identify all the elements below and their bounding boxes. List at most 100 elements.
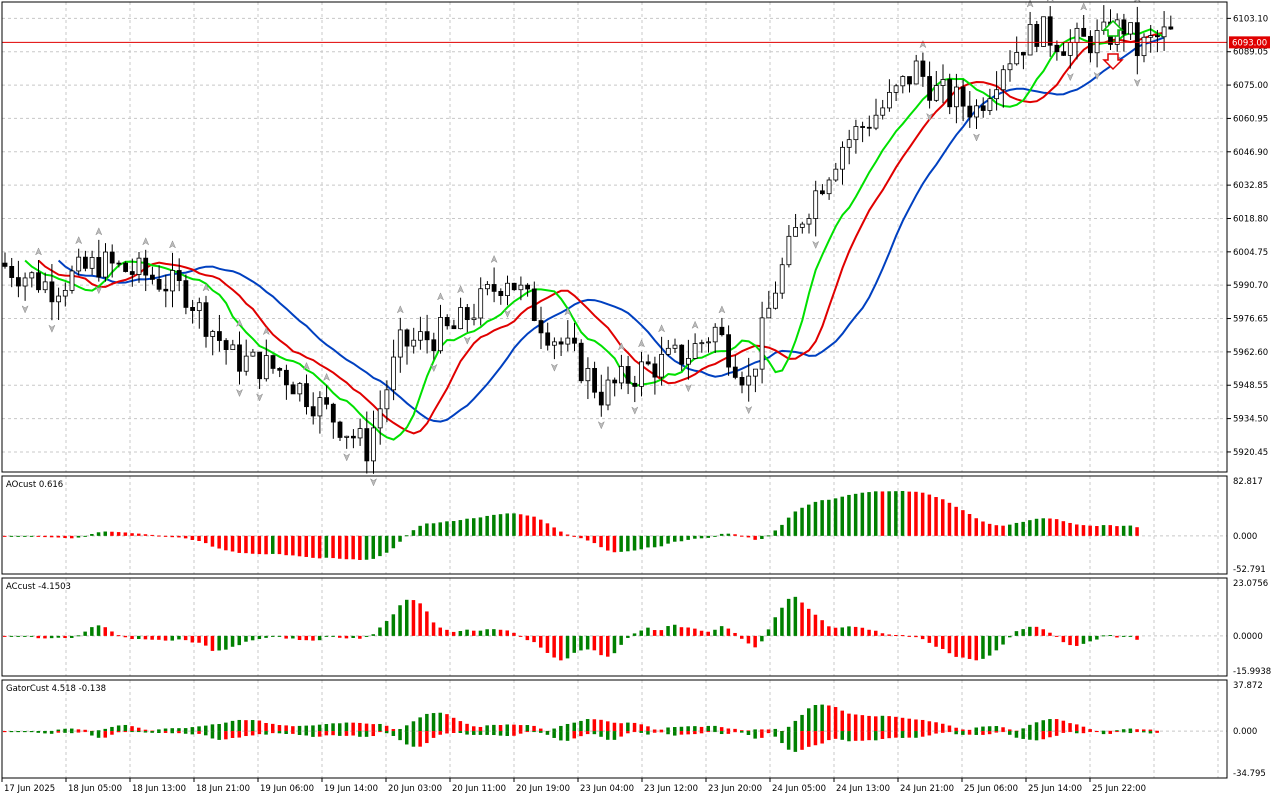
bear-candle[interactable] bbox=[653, 364, 657, 377]
bear-candle[interactable] bbox=[305, 384, 309, 407]
bull-candle[interactable] bbox=[485, 284, 489, 288]
bear-candle[interactable] bbox=[150, 275, 154, 279]
bear-candle[interactable] bbox=[184, 281, 188, 308]
bull-candle[interactable] bbox=[1015, 52, 1019, 63]
bear-candle[interactable] bbox=[110, 252, 114, 263]
bear-candle[interactable] bbox=[867, 127, 871, 128]
bull-candle[interactable] bbox=[70, 271, 74, 290]
bear-candle[interactable] bbox=[291, 385, 295, 394]
bear-candle[interactable] bbox=[981, 106, 985, 111]
bear-candle[interactable] bbox=[1035, 24, 1039, 46]
bear-candle[interactable] bbox=[921, 61, 925, 76]
bull-candle[interactable] bbox=[519, 285, 523, 290]
bull-candle[interactable] bbox=[479, 289, 483, 318]
bear-candle[interactable] bbox=[599, 392, 603, 405]
bull-candle[interactable] bbox=[881, 108, 885, 115]
bull-candle[interactable] bbox=[800, 224, 804, 227]
bull-candle[interactable] bbox=[747, 376, 751, 385]
bear-candle[interactable] bbox=[1122, 20, 1126, 34]
bear-candle[interactable] bbox=[191, 307, 195, 310]
bull-candle[interactable] bbox=[954, 87, 958, 107]
bull-candle[interactable] bbox=[358, 429, 362, 438]
bull-candle[interactable] bbox=[1162, 27, 1166, 37]
bear-candle[interactable] bbox=[258, 352, 262, 379]
bull-candle[interactable] bbox=[914, 61, 918, 84]
bull-candle[interactable] bbox=[767, 308, 771, 318]
bear-candle[interactable] bbox=[626, 366, 630, 383]
bull-candle[interactable] bbox=[378, 409, 382, 428]
bear-candle[interactable] bbox=[928, 76, 932, 100]
bull-candle[interactable] bbox=[794, 227, 798, 236]
bear-candle[interactable] bbox=[224, 341, 228, 350]
bull-candle[interactable] bbox=[995, 90, 999, 99]
bull-candle[interactable] bbox=[264, 356, 268, 379]
bear-candle[interactable] bbox=[579, 343, 583, 380]
bull-candle[interactable] bbox=[774, 293, 778, 308]
bull-candle[interactable] bbox=[660, 354, 664, 377]
bull-candle[interactable] bbox=[418, 332, 422, 341]
bull-candle[interactable] bbox=[713, 327, 717, 342]
bear-candle[interactable] bbox=[526, 285, 530, 289]
bull-candle[interactable] bbox=[244, 356, 248, 371]
bull-candle[interactable] bbox=[77, 257, 81, 271]
bear-candle[interactable] bbox=[425, 332, 429, 340]
bear-candle[interactable] bbox=[50, 282, 54, 302]
bear-candle[interactable] bbox=[613, 380, 617, 383]
bull-candle[interactable] bbox=[753, 369, 757, 376]
bull-candle[interactable] bbox=[1142, 37, 1146, 55]
bear-candle[interactable] bbox=[445, 317, 449, 325]
bull-candle[interactable] bbox=[171, 270, 175, 290]
bear-candle[interactable] bbox=[37, 273, 41, 290]
bear-candle[interactable] bbox=[311, 407, 315, 416]
bear-candle[interactable] bbox=[733, 367, 737, 377]
bear-candle[interactable] bbox=[1048, 17, 1052, 46]
bull-candle[interactable] bbox=[707, 342, 711, 343]
bear-candle[interactable] bbox=[284, 370, 288, 385]
bear-candle[interactable] bbox=[961, 87, 965, 106]
bear-candle[interactable] bbox=[331, 404, 335, 422]
bull-candle[interactable] bbox=[251, 352, 255, 356]
bull-candle[interactable] bbox=[988, 99, 992, 111]
bull-candle[interactable] bbox=[841, 147, 845, 169]
bull-candle[interactable] bbox=[231, 345, 235, 350]
bear-candle[interactable] bbox=[1021, 52, 1025, 55]
bear-candle[interactable] bbox=[144, 258, 148, 275]
bull-candle[interactable] bbox=[298, 384, 302, 394]
bear-candle[interactable] bbox=[680, 345, 684, 364]
bear-candle[interactable] bbox=[405, 330, 409, 346]
bear-candle[interactable] bbox=[633, 383, 637, 386]
bear-candle[interactable] bbox=[1055, 45, 1059, 51]
bear-candle[interactable] bbox=[217, 332, 221, 341]
bear-candle[interactable] bbox=[720, 327, 724, 334]
bull-candle[interactable] bbox=[807, 218, 811, 224]
bear-candle[interactable] bbox=[499, 291, 503, 295]
bull-candle[interactable] bbox=[693, 344, 697, 359]
bull-candle[interactable] bbox=[1075, 28, 1079, 42]
bear-candle[interactable] bbox=[117, 263, 121, 264]
bull-candle[interactable] bbox=[1028, 24, 1032, 55]
bear-candle[interactable] bbox=[512, 283, 516, 289]
bull-candle[interactable] bbox=[887, 92, 891, 108]
bull-candle[interactable] bbox=[1068, 43, 1072, 56]
bear-candle[interactable] bbox=[432, 340, 436, 351]
bull-candle[interactable] bbox=[854, 127, 858, 140]
bear-candle[interactable] bbox=[1082, 28, 1086, 36]
bull-candle[interactable] bbox=[934, 86, 938, 101]
bull-candle[interactable] bbox=[901, 77, 905, 86]
bull-candle[interactable] bbox=[552, 342, 556, 345]
bear-candle[interactable] bbox=[325, 398, 329, 405]
bull-candle[interactable] bbox=[874, 115, 878, 128]
bear-candle[interactable] bbox=[532, 289, 536, 321]
bull-candle[interactable] bbox=[104, 252, 108, 277]
bull-candle[interactable] bbox=[1008, 64, 1012, 70]
bear-candle[interactable] bbox=[338, 422, 342, 437]
bear-candle[interactable] bbox=[593, 368, 597, 392]
bull-candle[interactable] bbox=[894, 86, 898, 93]
bear-candle[interactable] bbox=[1169, 27, 1173, 29]
bull-candle[interactable] bbox=[814, 191, 818, 219]
bear-candle[interactable] bbox=[177, 270, 181, 280]
bull-candle[interactable] bbox=[459, 307, 463, 328]
bear-candle[interactable] bbox=[83, 257, 87, 268]
bear-candle[interactable] bbox=[1135, 23, 1139, 56]
